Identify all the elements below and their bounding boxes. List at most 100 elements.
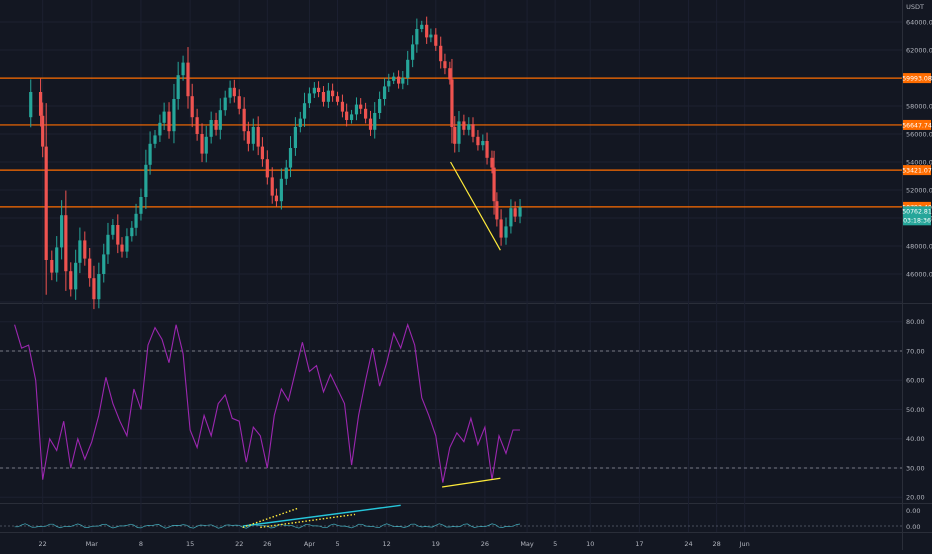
candle-body [518, 207, 522, 217]
candle-body [139, 197, 143, 214]
candle-body [111, 225, 115, 235]
price-level-tag-label: 56647.74 [902, 122, 932, 129]
candle-body [125, 236, 129, 252]
candle-body [476, 136, 480, 146]
candle-body [265, 159, 269, 178]
oscillator-tick-label: 0.00 [906, 523, 920, 531]
date-tick-label: 26 [481, 540, 489, 548]
trendline-annotation[interactable] [450, 161, 501, 251]
date-tick-label: 15 [186, 540, 194, 548]
date-tick-label: Jun [739, 540, 750, 548]
rsi-tick-label: 20.00 [906, 494, 925, 502]
candle-body [392, 76, 396, 81]
price-tick-label: 52000.00 [906, 186, 932, 194]
candle-body [102, 254, 106, 274]
candle-body [439, 45, 443, 62]
rsi-line[interactable] [14, 322, 520, 483]
candle-body [495, 201, 499, 220]
countdown-label: 03:18:36 [903, 217, 931, 224]
candle-body [130, 227, 134, 237]
candle-body [69, 271, 73, 290]
rsi-tick-label: 70.00 [906, 347, 925, 355]
candle-body [251, 127, 255, 144]
price-tick-label: 48000.00 [906, 242, 932, 250]
candle-body [223, 97, 227, 111]
candle-body [270, 177, 274, 196]
candle-body [256, 127, 260, 147]
candle-body [316, 87, 321, 92]
candle-body [260, 146, 265, 160]
candle-body [134, 213, 138, 228]
date-tick-label: 26 [263, 540, 271, 548]
date-tick-label: 10 [586, 540, 594, 548]
price-level-tag [903, 165, 931, 176]
candle-body [176, 75, 180, 99]
candle-body [214, 120, 218, 130]
candle-body [326, 90, 330, 102]
rsi-tick-label: 50.00 [906, 406, 925, 414]
candle-body [401, 78, 405, 84]
price-level-tag-label: 53421.07 [902, 168, 932, 175]
candle-body [148, 143, 152, 165]
date-tick-label: 8 [139, 540, 143, 548]
candle-body [158, 122, 162, 136]
candle-body [200, 134, 204, 154]
candle-body [513, 208, 517, 217]
candle-body [204, 136, 208, 154]
candle-body [44, 146, 48, 260]
candle-body [467, 124, 471, 130]
candle-body [209, 120, 213, 137]
candle-body [448, 68, 452, 80]
candle-body [97, 274, 101, 300]
candle-body [415, 29, 419, 45]
candle-body [462, 121, 466, 130]
candle-body [364, 108, 368, 119]
candle-body [457, 121, 461, 144]
price-level-tag [903, 73, 931, 84]
candle-body [420, 24, 424, 29]
candle-body [38, 92, 43, 116]
candle-body [307, 93, 312, 104]
candle-body [190, 96, 194, 118]
price-tick-label: 62000.00 [906, 46, 932, 54]
price-level-tag [903, 119, 931, 130]
oscillator-trendline[interactable] [242, 504, 401, 527]
candle-body [443, 61, 447, 69]
price-tick-label: 64000.00 [906, 18, 932, 26]
candle-body [490, 157, 494, 168]
rsi-annotation-line[interactable] [442, 477, 501, 488]
oscillator-tick-label: 0.00 [906, 507, 920, 515]
candle-body [331, 90, 335, 97]
oscillator-dotted-annotation[interactable] [260, 513, 356, 529]
candle-body [406, 59, 410, 78]
candle-body [471, 124, 475, 137]
candle-body [232, 87, 236, 97]
oscillator-dotted-annotation[interactable] [242, 507, 300, 529]
candle-body [106, 234, 110, 255]
candle-body [50, 260, 54, 273]
candle-body [83, 240, 87, 259]
candle-body [288, 148, 293, 168]
candle-body [302, 103, 307, 119]
rsi-tick-label: 80.00 [906, 318, 925, 326]
candle-body [340, 101, 345, 112]
price-level-tag-label: 59993.08 [902, 75, 932, 82]
rsi-tick-label: 40.00 [906, 435, 925, 443]
candle-body [279, 178, 283, 202]
candle-body [181, 62, 185, 76]
candle-body [354, 104, 359, 115]
candle-body [153, 135, 157, 144]
candle-body [429, 34, 433, 38]
candle-body [492, 167, 496, 202]
candle-body [284, 167, 288, 179]
price-tick-label: 58000.00 [906, 102, 932, 110]
candle-body [120, 244, 124, 252]
candle-body [499, 219, 503, 238]
last-price-label: 50762.81 [902, 209, 932, 216]
date-tick-label: 22 [39, 540, 47, 548]
candle-body [167, 111, 171, 132]
oscillator-pane [0, 504, 902, 529]
candle-body [450, 79, 454, 127]
